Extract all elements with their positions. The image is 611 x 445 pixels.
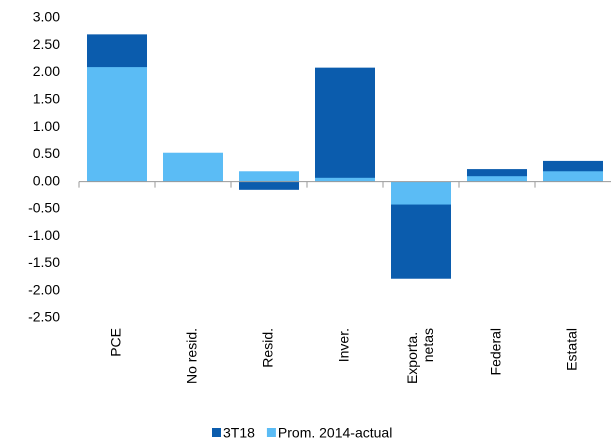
bar: [467, 176, 527, 182]
bar: [239, 171, 299, 182]
x-tick-label: Federal: [488, 328, 504, 375]
y-tick-label: 1.50: [33, 91, 60, 107]
bar: [163, 152, 223, 182]
legend-label: Prom. 2014-actual: [278, 425, 392, 441]
x-tick-label: PCE: [108, 328, 124, 357]
y-tick-label: -2.50: [28, 309, 60, 325]
x-tick-label: No resid.: [184, 328, 200, 384]
bar: [87, 67, 147, 182]
y-tick-label: 0.50: [33, 145, 60, 161]
bar: [315, 67, 375, 182]
y-tick-label: 0.00: [33, 172, 60, 188]
y-tick-label: -2.00: [28, 281, 60, 297]
x-tick-label: Resid.: [260, 328, 276, 368]
x-tick-label: Exporta. netas: [404, 328, 436, 384]
y-tick-label: -0.50: [28, 200, 60, 216]
y-tick-label: 1.00: [33, 118, 60, 134]
y-tick-label: 2.00: [33, 63, 60, 79]
bar: [315, 177, 375, 182]
legend-label: 3T18: [223, 425, 255, 441]
x-tick-label: Estatal: [564, 328, 580, 371]
bar: [239, 181, 299, 190]
bar: [543, 171, 603, 182]
y-tick-label: 2.50: [33, 36, 60, 52]
legend-swatch: [212, 428, 221, 437]
bar: [391, 181, 451, 205]
y-tick-label: 3.00: [33, 9, 60, 25]
legend-swatch: [266, 428, 276, 437]
y-tick-label: -1.50: [28, 254, 60, 270]
x-tick-label: Inver.: [336, 328, 352, 362]
y-tick-label: -1.00: [28, 227, 60, 243]
